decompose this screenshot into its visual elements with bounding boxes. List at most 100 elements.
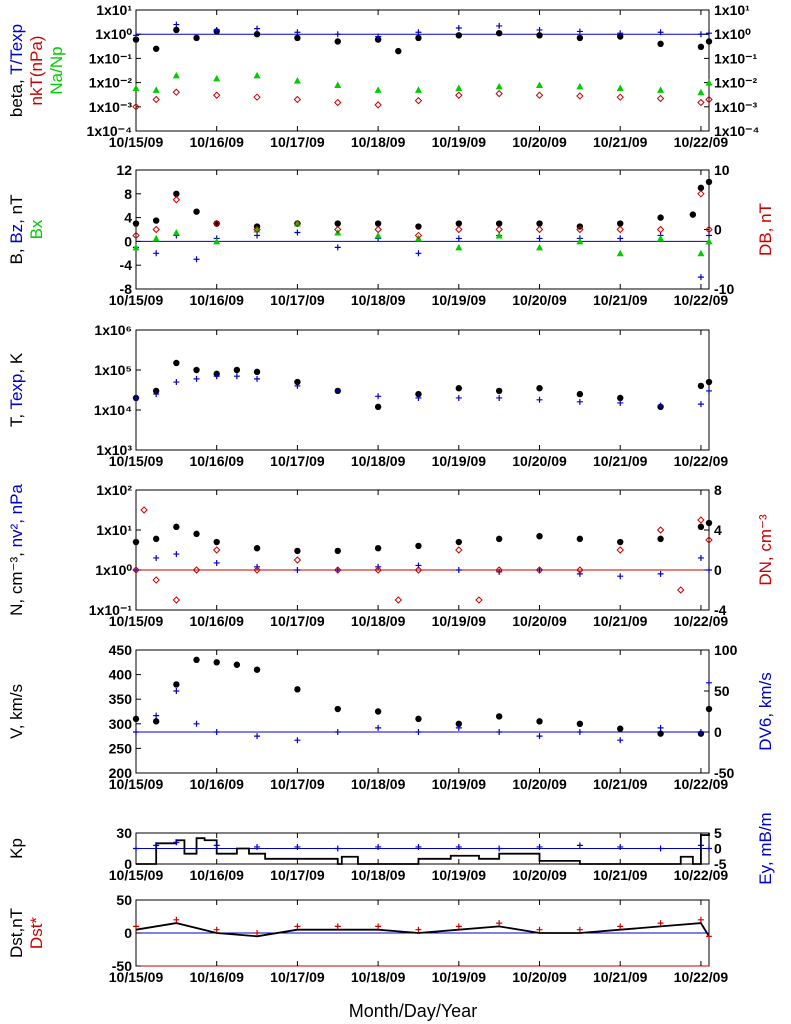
data-point [375, 923, 382, 930]
data-point [293, 95, 302, 104]
data-point [293, 219, 302, 228]
data-point [132, 538, 140, 546]
y-right-axis-label-part: DV6, km/s [756, 672, 775, 750]
x-tick-label: 10/16/09 [189, 292, 244, 308]
data-point [697, 842, 704, 849]
panel-5: 10/15/09 10/16/09 10/17/09 10/18/09 10/19/09… [7, 642, 775, 792]
y-tick-label: 1x10¹ [96, 2, 132, 18]
y-tick-label: 1x10² [96, 482, 132, 498]
y-right-axis-label: DV6, km/s [756, 672, 775, 750]
data-point [192, 566, 201, 574]
data-point [334, 547, 341, 555]
x-tick-label: 10/19/09 [432, 613, 487, 629]
y-axis-label-part: T, [7, 410, 26, 428]
data-point [536, 235, 543, 242]
y-axis-label-part: nv², nPa [7, 484, 26, 548]
x-tick-label: 10/15/09 [109, 969, 164, 985]
y-tick-label: 450 [109, 642, 133, 658]
x-tick-label: 10/22/09 [674, 134, 729, 150]
x-tick-label: 10/16/09 [189, 776, 244, 792]
series-1 [132, 26, 713, 55]
y-tick-label: 250 [109, 740, 133, 756]
y-axis-label: Bx [27, 219, 46, 239]
data-point [576, 842, 583, 849]
y-tick-label: 1x10⁴ [94, 402, 132, 418]
series-1 [136, 833, 710, 865]
data-point [706, 933, 712, 940]
data-point [455, 220, 463, 227]
y-tick-label: 1x10⁰ [95, 26, 132, 42]
data-point [705, 378, 713, 386]
data-point [576, 570, 583, 577]
y-tick-label: 50 [116, 892, 132, 908]
data-point [617, 725, 624, 732]
plot-frame [135, 489, 710, 611]
data-point [697, 382, 705, 390]
y-axis-label: Dst,nT [7, 908, 26, 958]
data-point [334, 729, 341, 735]
data-point [374, 545, 382, 552]
x-tick-label: 10/22/09 [674, 776, 729, 792]
x-tick-label: 10/18/09 [351, 613, 406, 629]
data-point [697, 516, 705, 524]
data-point [616, 249, 624, 257]
data-point [133, 32, 139, 39]
data-point [617, 33, 624, 40]
data-point [576, 720, 584, 727]
data-point [334, 705, 341, 713]
y-right-tick-label: 1x10⁰ [714, 26, 751, 42]
data-point [212, 219, 221, 228]
data-point [697, 249, 705, 257]
data-point [395, 47, 402, 55]
data-point [657, 570, 664, 577]
data-point [697, 729, 704, 735]
data-point [706, 30, 712, 37]
data-point [294, 567, 301, 573]
x-tick-label: 10/18/09 [351, 867, 406, 883]
data-point [375, 724, 382, 731]
plot-frame [135, 9, 710, 132]
data-point [133, 923, 139, 930]
data-point [173, 26, 180, 34]
data-point [495, 231, 503, 239]
data-point [496, 920, 503, 927]
data-point [173, 551, 180, 558]
x-tick-label: 10/16/09 [189, 867, 244, 883]
data-point [212, 546, 221, 554]
data-point [212, 91, 221, 99]
y-right-axis-label: DN, cm⁻³ [756, 514, 775, 586]
x-tick-label: 10/19/09 [432, 453, 487, 469]
y-axis-label: Kp [7, 838, 26, 859]
data-point [375, 393, 382, 400]
data-point [375, 843, 382, 850]
y-tick-label: 1x10⁻⁴ [87, 123, 133, 139]
data-point [455, 546, 463, 554]
y-axis-label-part: Bx [27, 219, 46, 239]
data-point [455, 25, 462, 32]
data-point [334, 220, 341, 227]
series-3 [132, 88, 713, 111]
y-right-tick-label: 0 [714, 724, 722, 740]
data-point [705, 237, 713, 245]
data-point [152, 535, 160, 543]
data-point [455, 720, 463, 727]
data-point [193, 34, 200, 42]
series-1 [132, 178, 713, 230]
panel-6: 10/15/09 10/16/09 10/17/09 10/18/09 10/19/09… [7, 812, 775, 884]
data-point [374, 86, 382, 93]
data-point [617, 394, 624, 402]
data-point [495, 220, 503, 227]
data-point [495, 89, 503, 98]
data-point [334, 98, 342, 107]
x-tick-label: 10/19/09 [432, 867, 487, 883]
data-point [496, 22, 503, 29]
data-point [415, 715, 422, 723]
x-tick-label: 10/15/09 [109, 613, 164, 629]
y-tick-label: 1x10⁻¹ [89, 50, 133, 66]
data-point [455, 243, 463, 251]
data-point [253, 545, 261, 552]
data-point [697, 190, 705, 198]
data-point [193, 720, 200, 727]
data-point [132, 103, 140, 111]
y-tick-label: 1x10³ [96, 442, 132, 458]
